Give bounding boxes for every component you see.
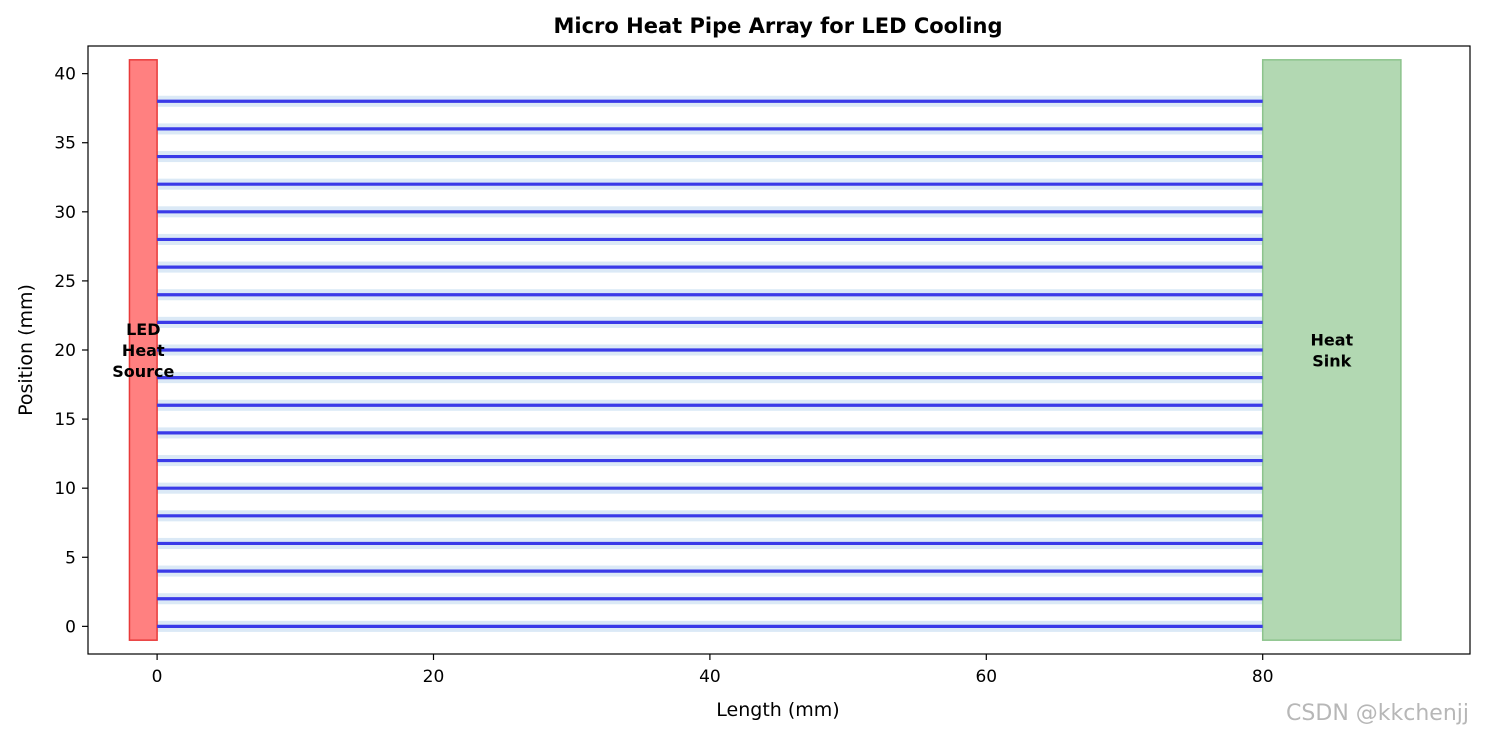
y-axis-label: Position (mm) xyxy=(15,284,37,416)
y-tick-label-30: 30 xyxy=(54,203,76,223)
y-tick-label-10: 10 xyxy=(54,479,76,499)
y-tick-label-35: 35 xyxy=(54,134,76,154)
x-tick-label-40: 40 xyxy=(699,667,721,687)
led-heat-source-label-line-1: Heat xyxy=(122,341,165,360)
y-tick-label-25: 25 xyxy=(54,272,76,292)
heat-sink-label-line-0: Heat xyxy=(1310,331,1353,350)
x-tick-label-0: 0 xyxy=(152,667,163,687)
x-axis-label: Length (mm) xyxy=(716,699,839,721)
chart-title: Micro Heat Pipe Array for LED Cooling xyxy=(554,14,1003,38)
heat-sink-region xyxy=(1261,59,1402,641)
y-tick-label-40: 40 xyxy=(54,65,76,85)
y-tick-label-5: 5 xyxy=(65,548,76,568)
heat-sink-label-line-1: Sink xyxy=(1312,352,1351,371)
y-tick-label-0: 0 xyxy=(65,617,76,637)
y-tick-label-15: 15 xyxy=(54,410,76,430)
x-tick-label-60: 60 xyxy=(975,667,997,687)
x-tick-label-80: 80 xyxy=(1252,667,1274,687)
plot-area: LED Heat Source Heat Sink 0 20 40 60 80 0 5 10 15 20 25… xyxy=(54,45,1471,687)
led-heat-source-label-line-0: LED xyxy=(126,320,160,339)
x-tick-label-20: 20 xyxy=(423,667,445,687)
led-heat-source-label-line-2: Source xyxy=(112,362,174,381)
watermark: CSDN @kkchenjj xyxy=(1286,701,1469,726)
y-tick-label-20: 20 xyxy=(54,341,76,361)
